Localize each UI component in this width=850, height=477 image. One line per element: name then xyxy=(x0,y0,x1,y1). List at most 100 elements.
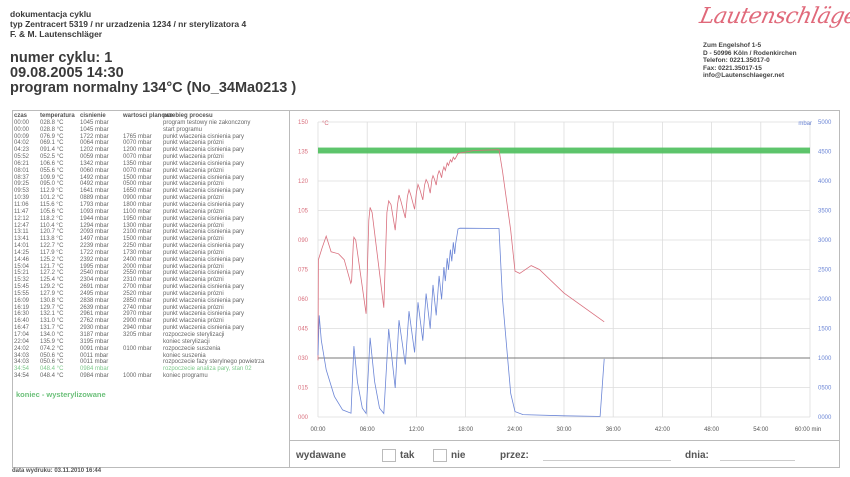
cell-pressure: 2495 mbar xyxy=(80,290,109,297)
cell-time: 05:52 xyxy=(14,154,30,161)
cell-pressure: 1045 mbar xyxy=(80,126,109,133)
cell-setpoint: 3205 mbar xyxy=(123,332,152,338)
table-row: 15:45 129.2 °C 2691 mbar 2700 mbar punkt wla… xyxy=(14,284,293,291)
x-tick-label: 00:00 xyxy=(310,427,326,433)
cell-time: 15:32 xyxy=(14,277,30,284)
cell-process: punkt wlaczenia cisnienia pary xyxy=(163,256,245,263)
y-left-axis-label: °C xyxy=(322,121,329,127)
cell-time: 06:21 xyxy=(14,160,30,167)
table-row: 12:47 110.4 °C 1294 mbar 1300 mbar punkt wla… xyxy=(14,223,293,230)
cell-time: 09:53 xyxy=(14,188,30,195)
cell-time: 34:03 xyxy=(14,359,30,366)
cell-setpoint xyxy=(123,120,163,127)
table-row: 12:12 118.2 °C 1944 mbar 1950 mbar punkt wla… xyxy=(14,216,293,223)
cell-temperature: 117.9 °C xyxy=(40,249,63,256)
no-checkbox[interactable] xyxy=(433,449,447,462)
cell-pressure: 2930 mbar xyxy=(80,325,109,332)
y-right-tick-label: 4500 xyxy=(818,150,832,156)
cell-process: punkt wlaczenia prózni xyxy=(163,140,224,147)
cell-pressure: 1202 mbar xyxy=(80,147,109,154)
cell-temperature: 028.8 °C xyxy=(40,126,64,133)
cell-pressure: 2093 mbar xyxy=(80,229,109,236)
cell-temperature: 134.0 °C xyxy=(40,332,64,338)
cell-time: 24:02 xyxy=(14,345,30,352)
cell-temperature: 048.4 °C xyxy=(40,373,64,380)
phone: Telefon: 0221.35017-0 xyxy=(703,57,770,65)
table-row: 10:39 101.2 °C 0889 mbar 0900 mbar punkt wla… xyxy=(14,195,293,202)
cell-temperature: 050.6 °C xyxy=(40,359,64,366)
by-field[interactable] xyxy=(543,460,671,461)
table-row: 16:09 130.8 °C 2838 mbar 2850 mbar punkt wla… xyxy=(14,298,293,305)
cell-pressure: 3187 mbar xyxy=(80,332,109,338)
cell-setpoint: 1950 mbar xyxy=(123,215,152,222)
cell-pressure: 2691 mbar xyxy=(80,284,109,291)
cell-time: 34:03 xyxy=(14,352,30,359)
y-right-tick-label: 4000 xyxy=(818,179,832,185)
cell-setpoint: 1650 mbar xyxy=(123,188,152,195)
cell-temperature: 028.8 °C xyxy=(40,119,64,126)
cell-setpoint: 0070 mbar xyxy=(123,140,152,147)
y-right-tick-label: 2500 xyxy=(818,268,832,274)
cell-temperature: 130.8 °C xyxy=(40,297,64,304)
cell-process: koniec programu xyxy=(163,373,208,380)
yes-label: tak xyxy=(400,450,415,461)
cell-setpoint: 2900 mbar xyxy=(123,318,152,325)
cell-temperature: 127.9 °C xyxy=(40,290,64,297)
cell-process: punkt wlaczenia prózni xyxy=(163,154,224,161)
cell-setpoint: 2000 mbar xyxy=(123,263,152,270)
y-right-tick-label: 1000 xyxy=(818,356,832,362)
cell-pressure: 0889 mbar xyxy=(80,195,109,202)
cell-setpoint xyxy=(123,366,163,373)
cell-setpoint: 1300 mbar xyxy=(123,222,152,229)
cell-process: rozpoczecie sterylizacji xyxy=(163,332,225,338)
date-field[interactable] xyxy=(720,460,795,461)
table-row: 08:01 055.6 °C 0060 mbar 0070 mbar punkt wla… xyxy=(14,168,293,175)
cell-temperature: 129.2 °C xyxy=(40,284,64,291)
cell-pressure: 1641 mbar xyxy=(80,188,109,195)
cell-time: 12:47 xyxy=(14,222,30,229)
cell-pressure: 1497 mbar xyxy=(80,236,109,243)
table-row: 34:54 048.4 °C 0984 mbar 1000 mbar koniec pr… xyxy=(14,373,293,380)
table-row: 00:00 028.8 °C 1045 mbar program testowy ni… xyxy=(14,120,293,127)
cell-setpoint: 2970 mbar xyxy=(123,311,152,318)
table-row: 09:53 112.9 °C 1641 mbar 1650 mbar punkt wla… xyxy=(14,188,293,195)
report-frame xyxy=(12,110,840,468)
cell-pressure: 1793 mbar xyxy=(80,201,109,208)
table-row: 13:41 113.8 °C 1497 mbar 1500 mbar punkt wla… xyxy=(14,236,293,243)
yes-checkbox[interactable] xyxy=(382,449,396,462)
cell-process: rozpoczecie suszenia xyxy=(163,345,221,352)
cell-temperature: 121.7 °C xyxy=(40,263,64,270)
x-tick-label: 42:00 xyxy=(655,427,671,433)
cell-pressure: 2639 mbar xyxy=(80,304,109,311)
table-row: 14:01 122.7 °C 2239 mbar 2250 mbar punkt wla… xyxy=(14,243,293,250)
cell-process: rozpoczecie analiza pary, stan 02 xyxy=(163,366,252,373)
cell-time: 08:01 xyxy=(14,167,30,174)
table-row: 15:55 127.9 °C 2495 mbar 2520 mbar punkt wla… xyxy=(14,291,293,298)
cell-time: 04:23 xyxy=(14,147,30,154)
cell-time: 16:40 xyxy=(14,318,30,325)
col-setpoint: wartosci planowe xyxy=(123,113,174,119)
cell-temperature: 125.4 °C xyxy=(40,277,64,284)
table-row: 14:46 125.2 °C 2392 mbar 2400 mbar punkt wla… xyxy=(14,257,293,264)
table-row: 15:04 121.7 °C 1995 mbar 2000 mbar punkt wla… xyxy=(14,264,293,271)
cell-temperature: 112.9 °C xyxy=(40,188,63,195)
cell-time: 00:00 xyxy=(14,126,30,133)
cell-pressure: 1045 mbar xyxy=(80,119,109,126)
table-row: 34:03 050.6 °C 0011 mbar koniec suszenia xyxy=(14,353,293,360)
table-row: 06:21 106.6 °C 1342 mbar 1350 mbar punkt wla… xyxy=(14,161,293,168)
cell-time: 13:11 xyxy=(14,229,29,236)
issued-label: wydawane xyxy=(296,450,347,461)
cell-process: punkt wlaczenia cisnienia pary xyxy=(163,160,245,167)
email: info@Lautenschlaeger.net xyxy=(703,72,785,80)
cycle-datetime: 09.08.2005 14:30 xyxy=(10,65,124,81)
no-label: nie xyxy=(451,450,466,461)
cell-time: 09:25 xyxy=(14,181,30,188)
cell-time: 16:09 xyxy=(14,297,30,304)
table-row: 04:23 091.4 °C 1202 mbar 1200 mbar punkt wla… xyxy=(14,147,293,154)
event-log-panel: czas temperatura cisnienie wartosci plan… xyxy=(12,110,290,468)
cell-process: program testowy nie zakonczony xyxy=(163,119,251,126)
cell-temperature: 132.1 °C xyxy=(40,311,64,318)
cell-time: 00:00 xyxy=(14,119,30,126)
cell-process: punkt wlaczenia cisnienia pary xyxy=(163,284,245,291)
y-left-tick-label: 105 xyxy=(298,209,309,215)
